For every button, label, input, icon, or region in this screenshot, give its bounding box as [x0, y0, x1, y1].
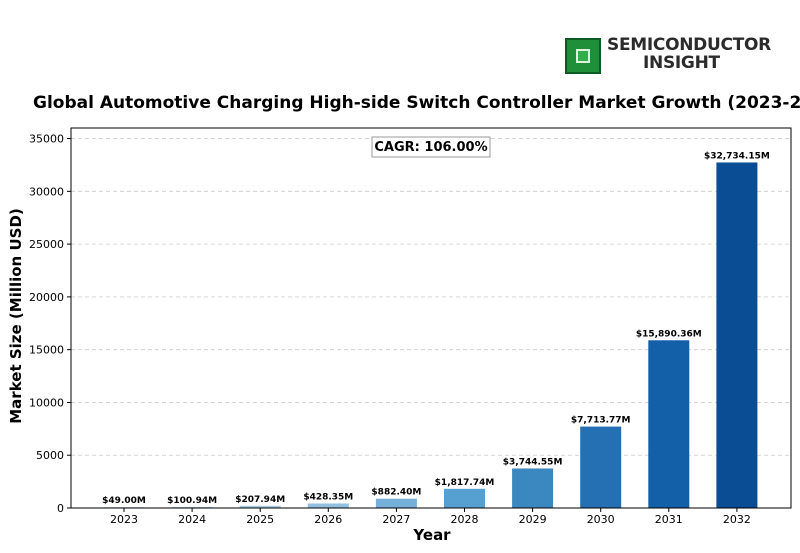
bars [103, 162, 758, 509]
cagr-box-border [371, 136, 491, 158]
y-tick-label-0: 0 [57, 502, 64, 515]
bar-2031 [648, 340, 690, 508]
x-tick-label-2032: 2032 [723, 513, 751, 526]
data-label-2028: $1,817.74M [435, 478, 495, 488]
x-tick-label-2027: 2027 [382, 513, 410, 526]
y-tick-label-3: 15000 [29, 344, 64, 357]
y-tick-label-5: 25000 [29, 238, 64, 251]
bar-2026 [307, 503, 349, 508]
axes: 0 5000 10000 15000 20000 25000 30000 35000 2023 2… [29, 127, 792, 526]
bar-2028 [444, 488, 485, 508]
x-tick-label-2025: 2025 [246, 513, 274, 526]
bar-2029 [512, 468, 554, 508]
x-tick-label-2028: 2028 [451, 513, 479, 526]
data-label-2025: $207.94M [235, 495, 285, 505]
bar-2030 [580, 426, 622, 508]
x-tick-label-2029: 2029 [519, 513, 547, 526]
plot-frame [70, 127, 792, 509]
bar-2027 [375, 498, 417, 508]
bar-2032 [716, 162, 758, 509]
x-tick-label-2031: 2031 [655, 513, 683, 526]
x-tick-label-2023: 2023 [110, 513, 138, 526]
data-label-2031: $15,890.36M [636, 329, 702, 339]
semiconductor-insight-logo: SEMICONDUCTOR INSIGHT [565, 36, 775, 76]
logo-line-1: SEMICONDUCTOR [607, 35, 771, 55]
data-label-2026: $428.35M [303, 492, 353, 502]
bar-2024 [171, 506, 213, 508]
y-tick-label-2: 10000 [29, 396, 64, 409]
chart-title: Global Automotive Charging High-side Swi… [33, 93, 800, 113]
data-label-2023: $49.00M [102, 496, 146, 506]
cagr-text: CAGR: 106.00% [374, 140, 487, 155]
grid-lines [71, 138, 791, 456]
cagr-annotation: CAGR: 106.00% [371, 136, 491, 158]
data-label-2027: $882.40M [371, 488, 421, 498]
y-axis-title: Market Size (Million USD) [7, 208, 25, 424]
y-tick-label-6: 30000 [29, 185, 64, 198]
logo-text: SEMICONDUCTOR INSIGHT [607, 36, 777, 72]
data-label-2029: $3,744.55M [503, 457, 563, 467]
x-tick-label-2024: 2024 [178, 513, 206, 526]
y-tick-label-4: 20000 [29, 291, 64, 304]
data-label-2030: $7,713.77M [571, 416, 631, 426]
chip-icon [565, 38, 601, 74]
data-label-2032: $32,734.15M [704, 151, 770, 161]
logo-line-2: INSIGHT [643, 53, 720, 73]
data-label-2024: $100.94M [167, 496, 217, 506]
x-tick-label-2030: 2030 [587, 513, 615, 526]
y-tick-label-7: 35000 [29, 133, 64, 146]
x-axis-title: Year [412, 526, 451, 544]
y-tick-label-1: 5000 [36, 449, 64, 462]
data-labels: $49.00M $100.94M $207.94M $428.35M $882.40M $… [102, 151, 770, 506]
x-tick-label-2026: 2026 [314, 513, 342, 526]
bar-2025 [239, 505, 281, 508]
